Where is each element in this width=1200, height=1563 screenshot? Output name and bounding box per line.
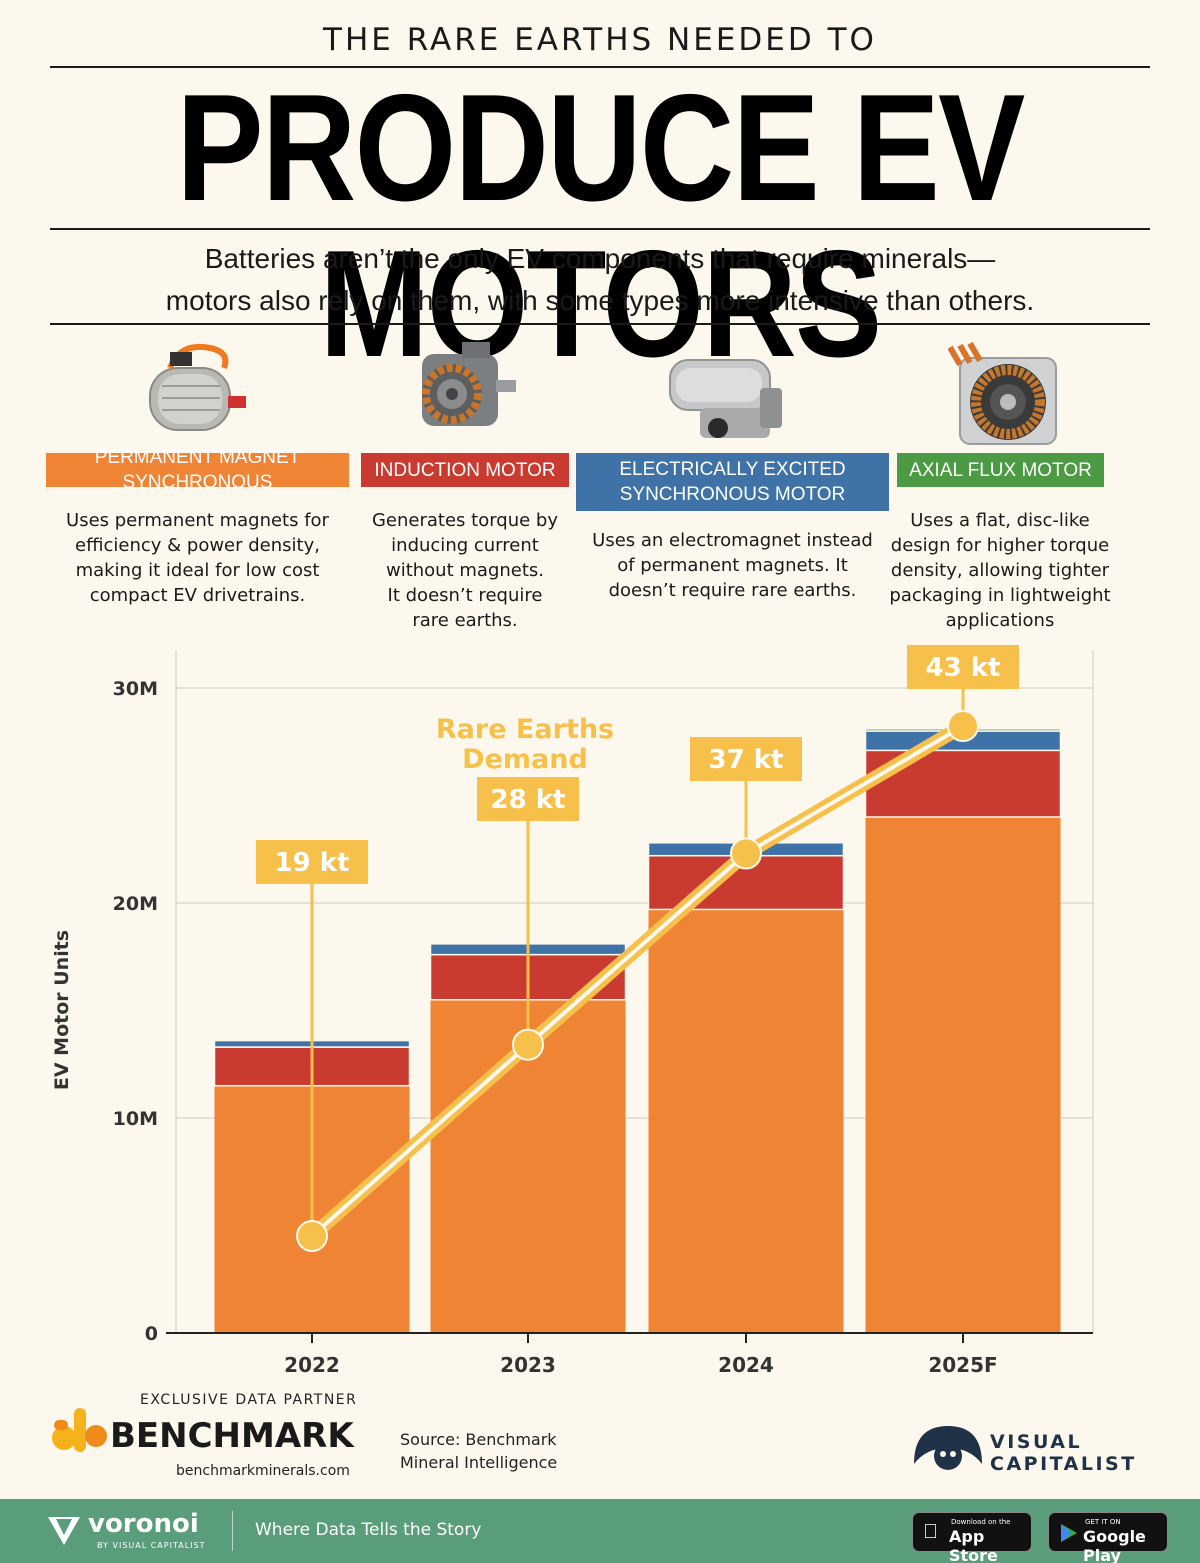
y-tick-label: 20M	[113, 893, 158, 915]
source-line-2: Mineral Intelligence	[400, 1453, 558, 1472]
eesm-motor-icon	[669, 359, 782, 438]
voronoi-logo-icon	[48, 1517, 80, 1545]
benchmark-url-text: benchmarkminerals.com	[176, 1463, 350, 1479]
app-store-button[interactable]:  Download on the App Store	[912, 1512, 1032, 1563]
subtitle: Batteries aren’t the only EV components …	[0, 238, 1200, 322]
partner-label: EXCLUSIVE DATA PARTNER	[140, 1392, 358, 1408]
induction-desc-line: without magnets.	[385, 560, 545, 581]
demand-point	[947, 710, 979, 742]
header-rule-top	[50, 66, 1150, 68]
axial-desc-line: Uses a flat, disc-like	[910, 510, 1090, 531]
demand-point	[730, 837, 762, 870]
eesm-desc-line: doesn’t require rare earths.	[608, 580, 857, 601]
benchmark-name: BENCHMARK	[110, 1416, 354, 1456]
eesm-description: Uses an electromagnet instead of permane…	[576, 528, 889, 603]
callout-label: 37 kt	[709, 745, 784, 775]
callout-box	[907, 645, 1019, 689]
induction-desc-line: It doesn’t require	[387, 585, 543, 606]
annotation-line-2: Demand	[462, 744, 588, 775]
subtitle-line-1: Batteries aren’t the only EV components …	[204, 243, 996, 274]
y-tick-label: 30M	[113, 678, 158, 700]
eesm-label: ELECTRICALLY EXCITED SYNCHRONOUS MOTOR	[576, 453, 889, 511]
demand-line-inner	[310, 724, 965, 1238]
ev-motor-chart: 0 10M 20M 30M 2022 2023 2024 2025F 19 kt 28 kt 3…	[113, 645, 1094, 1377]
x-tick-label: 2023	[500, 1353, 556, 1377]
demand-callouts: 19 kt 28 kt 37 kt 43 kt	[256, 645, 1019, 1252]
eesm-label-line-1: ELECTRICALLY EXCITED	[619, 459, 846, 480]
footer-bar: voronoi BY VISUAL CAPITALIST Where Data …	[0, 1499, 1200, 1563]
pmsm-motor-icon	[149, 344, 246, 431]
bar-segment	[865, 817, 1061, 1333]
google-play-icon	[1061, 1524, 1077, 1542]
visual-capitalist-wordmark: VISUAL CAPITALIST	[990, 1431, 1137, 1475]
callout-box	[690, 737, 802, 781]
demand-point	[512, 1028, 544, 1061]
visual-capitalist-logo-icon	[914, 1426, 982, 1470]
google-play-button[interactable]: GET IT ON Google Play	[1048, 1512, 1168, 1563]
apple-icon: 	[923, 1521, 938, 1544]
pmsm-label: PERMANENT MAGNET SYNCHRONOUS	[46, 447, 349, 493]
pmsm-desc-line: efficiency & power density,	[75, 535, 320, 556]
callout-label: 19 kt	[275, 848, 350, 878]
induction-desc-line: rare earths.	[412, 610, 518, 631]
header-rule-bottom	[50, 323, 1150, 325]
axial-flux-label: AXIAL FLUX MOTOR	[897, 453, 1104, 487]
kicker-title: THE RARE EARTHS NEEDED TO	[323, 22, 877, 58]
vc-line-1: VISUAL	[990, 1431, 1083, 1453]
pmsm-desc-line: compact EV drivetrains.	[89, 585, 306, 606]
induction-motor-icon	[422, 342, 516, 426]
eesm-label-line-2: SYNCHRONOUS MOTOR	[619, 484, 846, 505]
bar-segment	[648, 909, 844, 1333]
source: Source: Benchmark Mineral Intelligence	[400, 1428, 557, 1474]
callout-label: 43 kt	[926, 653, 1001, 683]
source-line-1: Source: Benchmark	[400, 1430, 557, 1449]
pmsm-desc-line: Uses permanent magnets for	[66, 510, 329, 531]
x-tick-label: 2025F	[928, 1353, 997, 1377]
y-tick-label: 10M	[113, 1108, 158, 1130]
eesm-desc-line: of permanent magnets. It	[617, 555, 848, 576]
eesm-desc-line: Uses an electromagnet instead	[592, 530, 873, 551]
axial-desc-line: packaging in lightweight	[889, 585, 1111, 606]
axial-desc-line: applications	[945, 610, 1055, 631]
axial-flux-motor-icon	[948, 341, 1057, 445]
footer-divider	[232, 1511, 233, 1551]
annotation-line-1: Rare Earths	[436, 714, 614, 745]
y-tick-label: 0	[145, 1323, 158, 1345]
subtitle-line-2: motors also rely on them, with some type…	[165, 285, 1035, 316]
x-tick-label: 2024	[718, 1353, 774, 1377]
header-rule-middle	[50, 228, 1150, 230]
induction-motor-label: INDUCTION MOTOR	[361, 453, 569, 487]
benchmark-url[interactable]: benchmarkminerals.com	[176, 1463, 350, 1479]
pmsm-description: Uses permanent magnets for efficiency & …	[46, 508, 349, 608]
voronoi-brand: voronoi	[88, 1509, 199, 1539]
demand-line	[305, 719, 970, 1243]
stacked-bars	[213, 728, 1062, 1333]
axial-desc-line: density, allowing tighter	[890, 560, 1110, 581]
axial-flux-description: Uses a flat, disc-like design for higher…	[880, 508, 1120, 633]
app-store-big-text: App Store	[949, 1527, 998, 1563]
induction-desc-line: Generates torque by	[371, 510, 559, 531]
vc-line-2: CAPITALIST	[990, 1453, 1137, 1475]
induction-description: Generates torque by inducing current wit…	[361, 508, 569, 633]
y-axis-ticks: 0 10M 20M 30M	[113, 678, 158, 1345]
pmsm-desc-line: making it ideal for low cost	[75, 560, 320, 581]
google-play-small-text: GET IT ON	[1085, 1518, 1121, 1526]
main-title: PRODUCE EV MOTORS	[176, 63, 1025, 389]
axial-desc-line: design for higher torque	[890, 535, 1110, 556]
benchmark-logo-icon	[52, 1408, 107, 1452]
induction-desc-line: inducing current	[391, 535, 539, 556]
google-play-big-text: Google Play	[1083, 1527, 1146, 1563]
callout-box	[256, 840, 368, 884]
voronoi-by-line: BY VISUAL CAPITALIST	[97, 1541, 206, 1550]
x-tick-label: 2022	[284, 1353, 340, 1377]
x-axis: 2022 2023 2024 2025F	[166, 1332, 1093, 1377]
demand-point	[296, 1220, 328, 1252]
callout-label: 28 kt	[491, 785, 566, 815]
footer-tagline: Where Data Tells the Story	[255, 1520, 482, 1540]
app-store-small-text: Download on the	[951, 1518, 1011, 1526]
callout-box	[477, 777, 579, 821]
